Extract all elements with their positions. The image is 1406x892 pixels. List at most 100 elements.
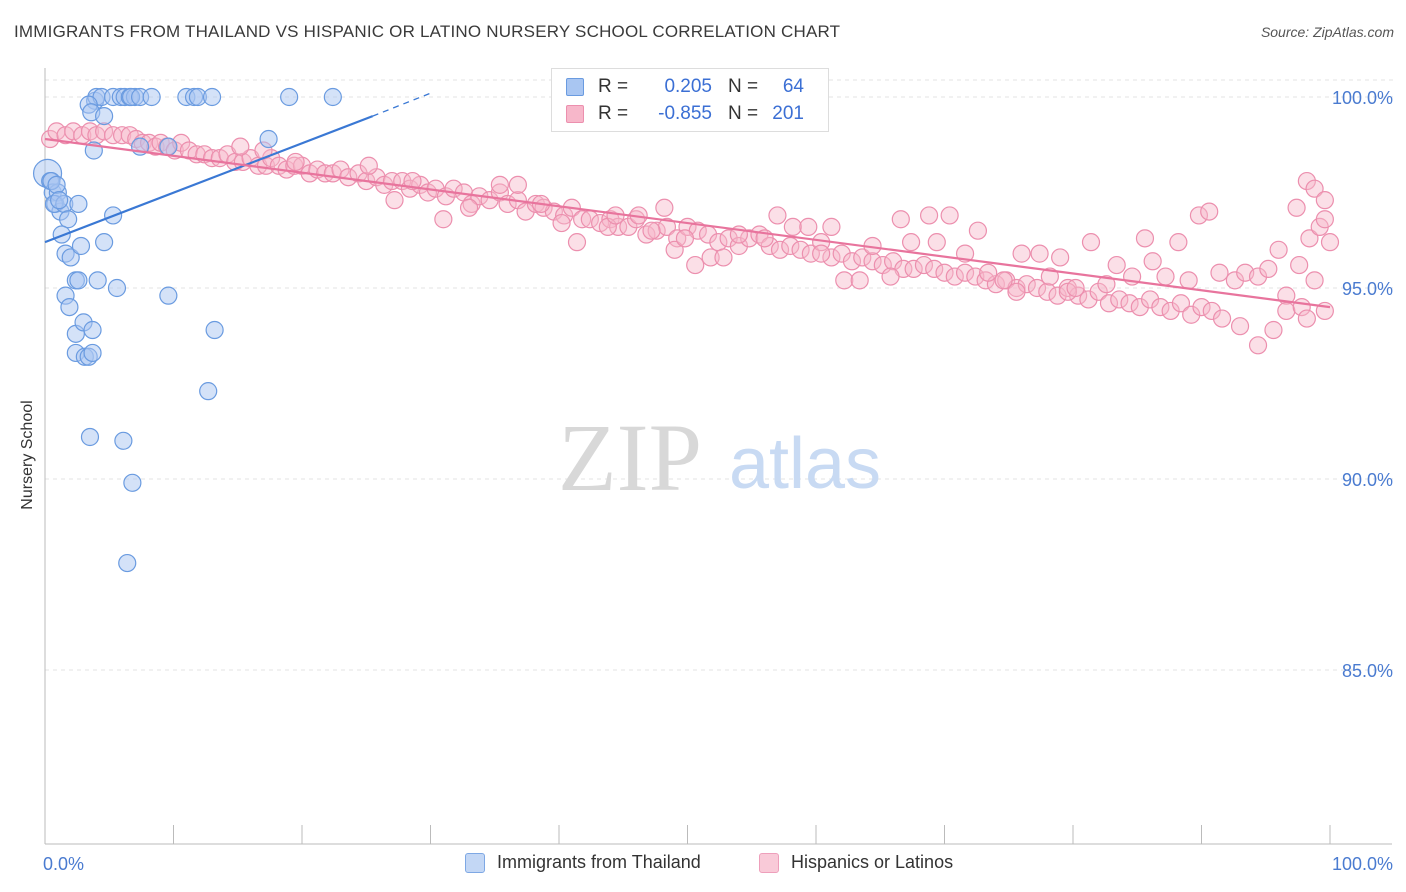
data-point-hispanics	[832, 244, 851, 263]
x-tick-label: 100.0%	[1332, 854, 1393, 874]
legend-n-label: N =	[728, 76, 759, 97]
data-point-hispanics	[1110, 290, 1129, 309]
tick-labels: 100.0% 95.0% 90.0% 85.0% 0.0% 100.0%	[43, 88, 1393, 874]
data-point-hispanics	[714, 248, 733, 267]
data-point-hispanics	[945, 267, 964, 286]
data-point-hispanics	[1017, 275, 1036, 294]
data-point-hispanics	[1089, 282, 1108, 301]
data-point-thailand	[61, 248, 80, 267]
data-point-hispanics	[863, 252, 882, 271]
legend-swatch-blue	[566, 78, 584, 96]
data-point-hispanics	[1130, 298, 1149, 317]
series-hispanics-points	[41, 122, 1340, 355]
data-point-hispanics	[508, 175, 527, 194]
data-point-hispanics	[1099, 294, 1119, 313]
data-point-hispanics	[1135, 229, 1155, 248]
legend-r-label: R =	[598, 103, 629, 124]
data-point-hispanics	[850, 271, 869, 290]
legend-n-value: 64	[782, 76, 804, 97]
data-point-hispanics	[1320, 233, 1340, 252]
data-point-thailand	[83, 320, 102, 340]
data-point-hispanics	[940, 206, 959, 225]
y-tick-label: 90.0%	[1342, 470, 1393, 490]
data-point-hispanics	[516, 202, 535, 221]
data-point-hispanics	[1038, 282, 1057, 301]
data-point-hispanics	[925, 259, 944, 278]
data-point-hispanics	[1315, 210, 1334, 229]
watermark: ZIP atlas	[558, 404, 881, 511]
data-point-thailand	[199, 382, 218, 401]
data-point-hispanics	[665, 240, 684, 259]
data-point-hispanics	[1248, 267, 1268, 286]
legend-label-thailand: Immigrants from Thailand	[497, 852, 701, 872]
data-point-thailand	[159, 137, 178, 156]
data-point-hispanics	[1156, 267, 1175, 286]
data-point-hispanics	[657, 217, 677, 236]
data-point-hispanics	[668, 229, 687, 248]
data-point-hispanics	[1182, 305, 1201, 324]
data-point-hispanics	[979, 263, 998, 282]
legend-r-value: 0.205	[664, 76, 712, 97]
data-point-thailand	[59, 210, 78, 229]
data-point-hispanics	[1189, 206, 1209, 225]
data-point-hispanics	[647, 221, 666, 240]
data-point-hispanics	[1151, 298, 1170, 317]
data-point-hispanics	[701, 248, 720, 267]
data-point-hispanics	[770, 240, 790, 259]
data-point-thailand	[50, 191, 69, 210]
data-point-thailand	[69, 194, 88, 214]
data-point-hispanics	[883, 252, 903, 271]
data-point-hispanics	[1140, 290, 1160, 309]
data-point-hispanics	[573, 210, 592, 229]
data-point-thailand	[118, 553, 137, 573]
data-point-hispanics	[1107, 255, 1126, 275]
data-point-hispanics	[801, 244, 820, 263]
legend-item-hispanics[interactable]: Hispanics or Latinos	[759, 852, 953, 873]
data-point-hispanics	[459, 198, 479, 217]
legend-swatch-pink	[566, 105, 584, 123]
data-point-thailand	[95, 106, 114, 126]
data-point-thailand	[202, 87, 222, 107]
data-point-thailand	[159, 286, 178, 305]
data-point-hispanics	[359, 156, 378, 175]
y-tick-label: 95.0%	[1342, 279, 1393, 299]
trend-line-thailand	[44, 115, 374, 244]
legend-swatch-blue	[465, 852, 485, 873]
watermark-atlas: atlas	[729, 424, 881, 504]
data-point-thailand	[52, 225, 71, 244]
chart-title: IMMIGRANTS FROM THAILAND VS HISPANIC OR …	[14, 22, 841, 41]
data-point-thailand	[280, 87, 299, 107]
data-point-hispanics	[968, 221, 988, 240]
data-point-thailand	[69, 271, 88, 290]
data-point-hispanics	[783, 217, 802, 236]
legend-label-hispanics: Hispanics or Latinos	[791, 852, 954, 872]
x-tick-label: 0.0%	[43, 854, 84, 874]
data-point-hispanics	[1030, 244, 1049, 263]
trend-line-hispanics	[44, 137, 1331, 309]
data-point-hispanics	[286, 152, 305, 172]
data-point-hispanics	[919, 206, 939, 225]
data-point-hispanics	[490, 175, 509, 194]
data-point-hispanics	[403, 171, 422, 191]
data-point-hispanics	[904, 259, 923, 278]
data-point-hispanics	[822, 248, 841, 267]
data-point-hispanics	[881, 267, 900, 286]
source-label: Source: ZipAtlas.com	[1260, 24, 1394, 40]
data-point-hispanics	[1192, 298, 1211, 317]
data-point-hispanics	[567, 233, 587, 252]
data-point-hispanics	[719, 229, 738, 248]
legend-n-value: 201	[772, 103, 804, 124]
data-point-hispanics	[768, 206, 787, 225]
y-tick-label: 100.0%	[1332, 88, 1393, 108]
data-point-hispanics	[1027, 278, 1047, 298]
data-point-hispanics	[1290, 255, 1309, 275]
data-point-thailand	[107, 278, 127, 298]
data-point-hispanics	[1161, 301, 1180, 321]
data-point-hispanics	[1120, 294, 1139, 313]
data-point-hispanics	[1066, 278, 1085, 298]
data-point-hispanics	[901, 233, 921, 252]
data-point-hispanics	[1079, 290, 1098, 309]
legend-item-thailand[interactable]: Immigrants from Thailand	[465, 852, 701, 873]
data-point-hispanics	[1230, 317, 1250, 336]
